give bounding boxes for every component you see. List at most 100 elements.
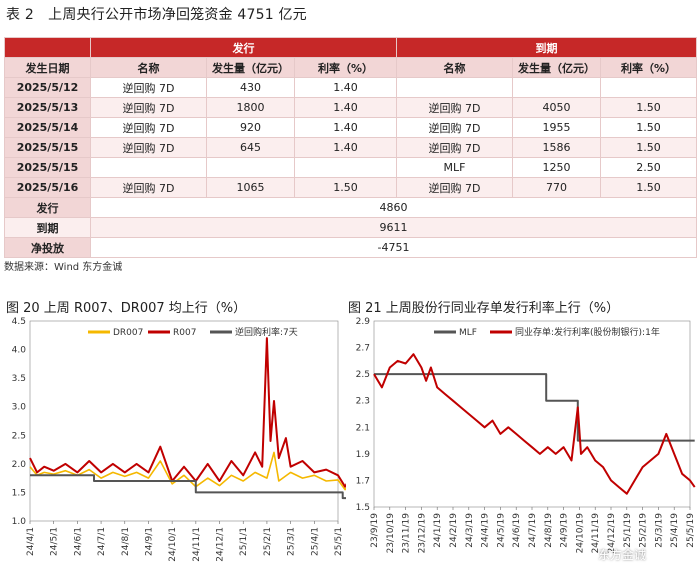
x-tick-label: 25/5/1 (334, 527, 344, 556)
due-group-header: 到期 (396, 37, 698, 58)
x-tick-label: 23/12/19 (417, 513, 427, 554)
y-tick-label: 4.0 (12, 346, 27, 356)
x-tick-label: 24/10/19 (575, 513, 585, 554)
col-due-name: 名称 (396, 57, 514, 78)
cell-date: 2025/5/15 (4, 157, 91, 178)
x-tick-label: 24/3/19 (465, 513, 475, 548)
summary-row: 发行 4860 (4, 197, 698, 218)
x-tick-label: 24/7/1 (97, 527, 107, 556)
cell-date: 2025/5/16 (4, 177, 91, 198)
x-tick-label: 25/2/19 (639, 513, 649, 548)
col-issue-rate: 利率（%） (293, 57, 398, 78)
chart20-title: 图 20 上周 R007、DR007 均上行（%） (6, 301, 247, 316)
y-tick-label: 4.5 (12, 317, 26, 327)
cell-date: 2025/5/12 (4, 77, 91, 98)
cell: 逆回购 7D (90, 177, 207, 198)
chart20: 4.5 4.0 3.5 3.0 2.5 2.0 1.5 1.024/4/1 24/5/1 24/6… (12, 317, 346, 562)
cell (90, 157, 207, 178)
cell: 逆回购 7D (396, 137, 514, 158)
cell: 逆回购 7D (396, 97, 514, 118)
col-due-rate: 利率（%） (600, 57, 698, 78)
x-tick-label: 23/9/19 (370, 513, 380, 548)
table-row: 2025/5/15 MLF 1250 2.50 (4, 157, 698, 178)
cell: 645 (206, 137, 295, 158)
series-line-1 (29, 337, 346, 488)
x-tick-label: 24/6/19 (512, 513, 522, 548)
y-tick-label: 1.5 (12, 488, 26, 498)
cell: 1.40 (293, 117, 398, 138)
x-tick-label: 25/4/1 (310, 527, 320, 556)
x-tick-label: 24/9/1 (144, 527, 154, 556)
x-tick-label: 23/11/19 (402, 513, 412, 554)
legend-label: MLF (459, 328, 477, 338)
x-tick-label: 23/10/19 (386, 513, 396, 554)
y-tick-label: 1.7 (356, 476, 370, 486)
x-tick-label: 25/2/1 (263, 527, 273, 556)
col-issue-name: 名称 (90, 57, 207, 78)
y-tick-label: 1.5 (356, 503, 370, 513)
legend-label: 逆回购利率:7天 (235, 326, 298, 338)
plot-frame (373, 320, 691, 508)
x-tick-label: 24/12/1 (216, 527, 226, 562)
x-tick-label: 24/8/19 (544, 513, 554, 548)
x-tick-label: 24/4/19 (481, 513, 491, 548)
y-tick-label: 3.0 (12, 403, 27, 413)
table-title: 表 2 上周央行公开市场净回笼资金 4751 亿元 (6, 7, 307, 23)
summary-value: 4860 (89, 197, 698, 218)
summary-row: 净投放 -4751 (4, 237, 698, 258)
cell (512, 77, 602, 98)
y-tick-label: 2.5 (12, 431, 26, 441)
open-market-table: 发行 到期 发生日期 名称 发生量（亿元） 利率（%） 名称 发生量（亿元） 利… (4, 37, 698, 258)
table-row: 2025/5/14 逆回购 7D 920 1.40 逆回购 7D 1955 1.… (4, 117, 698, 138)
cell: 1955 (512, 117, 602, 138)
x-tick-label: 24/5/19 (496, 513, 506, 548)
x-tick-label: 24/12/19 (607, 513, 617, 554)
cell: 4050 (512, 97, 602, 118)
cell: 1586 (512, 137, 602, 158)
y-tick-label: 2.7 (356, 344, 370, 354)
x-tick-label: 24/6/1 (73, 527, 83, 556)
y-tick-label: 2.1 (356, 423, 370, 433)
y-tick-label: 3.5 (12, 374, 26, 384)
col-issue-amount: 发生量（亿元） (206, 57, 295, 78)
y-tick-label: 2.9 (356, 317, 371, 327)
x-tick-label: 24/8/1 (121, 527, 131, 556)
cell: 逆回购 7D (90, 137, 207, 158)
cell: 1.40 (293, 97, 398, 118)
x-tick-label: 25/3/1 (287, 527, 297, 556)
table-row: 2025/5/13 逆回购 7D 1800 1.40 逆回购 7D 4050 1… (4, 97, 698, 118)
summary-label: 净投放 (4, 237, 91, 258)
summary-row: 到期 9611 (4, 217, 698, 238)
summary-label: 发行 (4, 197, 91, 218)
cell: 逆回购 7D (90, 97, 207, 118)
issue-group-header: 发行 (89, 37, 398, 58)
cell (396, 77, 514, 98)
cell: 770 (512, 177, 602, 198)
cell: 1.40 (293, 77, 398, 98)
chart21-title: 图 21 上周股份行同业存单发行利率上行（%） (348, 301, 620, 316)
cell (206, 157, 295, 178)
cell: 1.50 (293, 177, 398, 198)
cell: MLF (396, 157, 514, 178)
series-line-0 (374, 373, 695, 442)
x-tick-label: 24/9/19 (560, 513, 570, 548)
y-tick-label: 2.5 (356, 370, 370, 380)
cell (600, 77, 698, 98)
legend-label: DR007 (113, 328, 143, 338)
data-source: 数据来源：Wind 东方金诚 (4, 262, 123, 273)
legend-label: R007 (173, 328, 196, 338)
cell: 逆回购 7D (396, 117, 514, 138)
x-tick-label: 25/3/19 (654, 513, 664, 548)
blank-header (4, 37, 91, 58)
cell: 1.50 (600, 117, 698, 138)
x-tick-label: 24/10/1 (168, 527, 178, 562)
table-row: 2025/5/16 逆回购 7D 1065 1.50 逆回购 7D 770 1.… (4, 177, 698, 198)
chart21: 2.9 2.7 2.5 2.3 2.1 1.9 1.7 1.523/9/19 23/10/19 2… (356, 317, 696, 554)
x-tick-label: 25/1/1 (239, 527, 249, 556)
y-tick-label: 1.0 (12, 517, 27, 527)
cell: 1065 (206, 177, 295, 198)
watermark: 东方金诚 (598, 548, 647, 562)
cell: 逆回购 7D (90, 117, 207, 138)
summary-value: -4751 (89, 237, 698, 258)
cell: 1250 (512, 157, 602, 178)
